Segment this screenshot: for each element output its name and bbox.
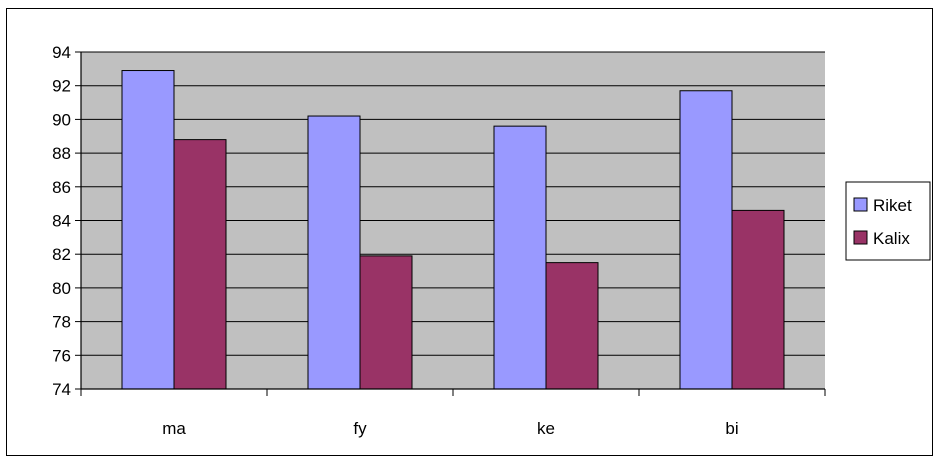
y-tick-label: 86: [52, 178, 71, 197]
bar-riket-bi: [679, 90, 733, 390]
y-tick-label: 84: [52, 212, 71, 231]
y-tick-label: 74: [52, 380, 71, 399]
y-tick-label: 76: [52, 346, 71, 365]
legend-swatch-riket: [853, 197, 868, 212]
bar-riket-fy: [307, 115, 361, 390]
y-tick-label: 88: [52, 144, 71, 163]
legend-box: [845, 181, 931, 261]
bars: [121, 70, 785, 390]
bar-kalix-bi: [731, 209, 785, 390]
legend-swatch-kalix: [853, 230, 868, 245]
bar-kalix-ma: [173, 139, 227, 390]
y-tick-label: 78: [52, 313, 71, 332]
bar-kalix-ke: [545, 262, 599, 390]
y-tick-label: 82: [52, 245, 71, 264]
legend-label-riket: Riket: [873, 196, 912, 215]
bar-riket-ke: [493, 125, 547, 390]
y-tick-label: 80: [52, 279, 71, 298]
x-category-label: bi: [725, 419, 738, 438]
y-tick-label: 94: [52, 43, 71, 62]
x-category-label: ma: [162, 419, 186, 438]
x-axis-categories: ma fy ke bi: [80, 389, 826, 438]
bar-riket-ma: [121, 70, 175, 390]
legend: Riket Kalix: [845, 181, 931, 261]
x-category-label: ke: [537, 419, 555, 438]
y-tick-label: 90: [52, 110, 71, 129]
x-category-label: fy: [353, 419, 367, 438]
bar-kalix-fy: [359, 255, 413, 390]
legend-label-kalix: Kalix: [873, 229, 910, 248]
y-axis-ticks: 94 92 90 88 86 84 82 80 78 76 74: [52, 43, 81, 399]
y-tick-label: 92: [52, 77, 71, 96]
